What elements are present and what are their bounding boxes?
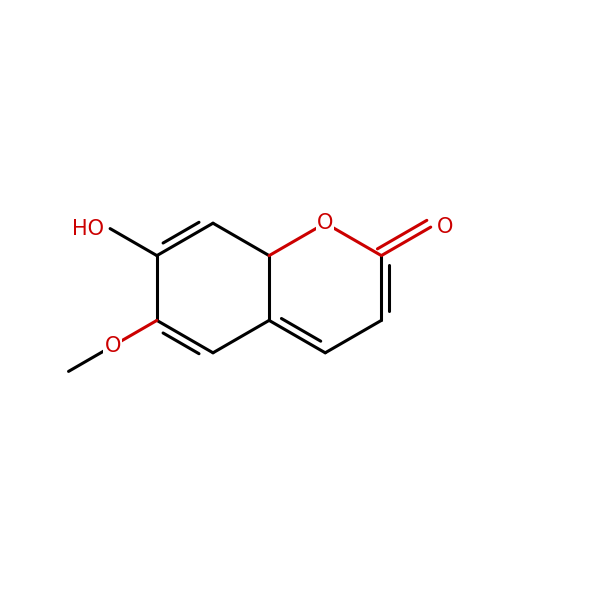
Text: O: O <box>437 217 453 237</box>
Text: O: O <box>317 213 334 233</box>
Text: O: O <box>104 336 121 356</box>
Text: HO: HO <box>72 218 104 239</box>
